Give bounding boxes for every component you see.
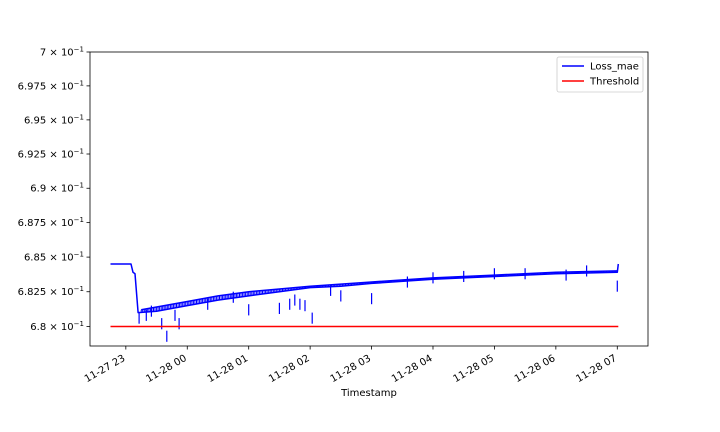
legend-label-loss-mae: Loss_mae: [590, 62, 639, 73]
y-tick-label: 6.85 × 10−1: [24, 251, 84, 264]
axes-frame: [89, 51, 649, 347]
y-tick-label: 6.975 × 10−1: [18, 79, 84, 92]
x-axis-title: Timestamp: [340, 388, 397, 399]
y-axis: 6.8 × 10−1 6.825 × 10−1 6.85 × 10−1 6.875 ×…: [18, 46, 90, 333]
y-tick-label: 6.825 × 10−1: [18, 285, 84, 298]
y-tick-label: 6.9 × 10−1: [30, 182, 84, 195]
legend: Loss_mae Threshold: [556, 56, 644, 93]
axes-background: [90, 52, 648, 346]
legend-label-threshold: Threshold: [589, 77, 639, 88]
series-layer: [110, 263, 620, 342]
plot-area: [89, 51, 649, 347]
y-tick-label: 7 × 10−1: [40, 46, 84, 59]
y-tick-label: 6.8 × 10−1: [30, 320, 84, 333]
y-tick-label: 6.95 × 10−1: [24, 113, 84, 126]
y-tick-label: 6.925 × 10−1: [18, 148, 84, 161]
y-tick-label: 6.875 × 10−1: [18, 216, 84, 229]
